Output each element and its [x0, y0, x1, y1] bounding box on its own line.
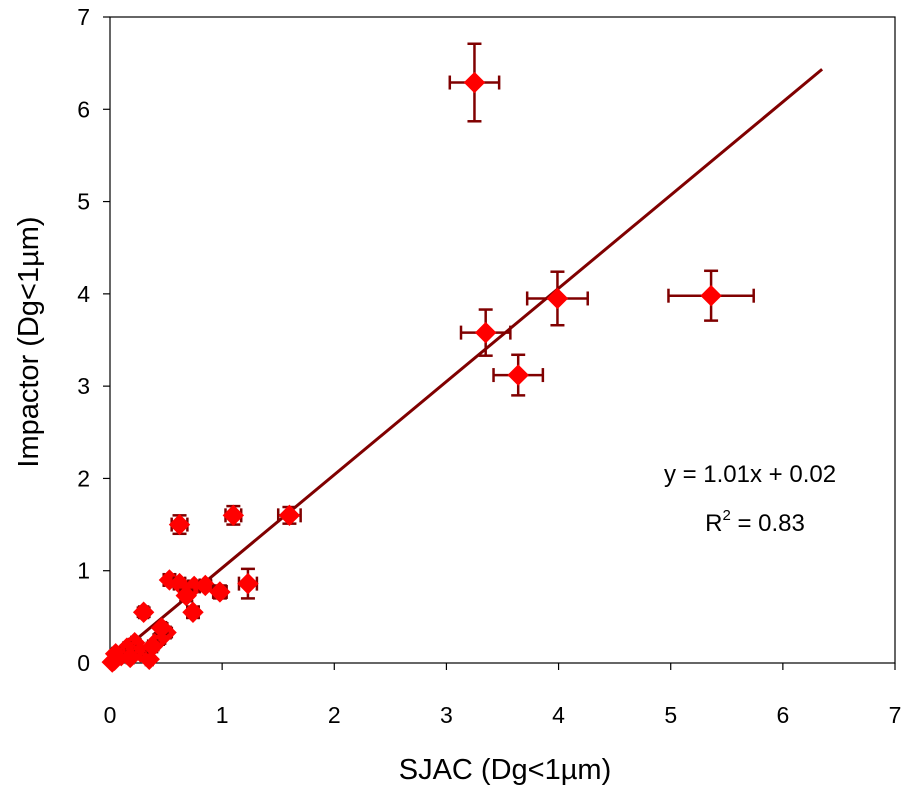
x-tick-label: 4 [552, 702, 565, 728]
y-tick-label: 3 [77, 373, 90, 399]
data-points-layer [101, 42, 755, 673]
data-point-group [132, 601, 155, 623]
x-tick-label: 3 [440, 702, 453, 728]
trendline-equation: y = 1.01x + 0.02 [664, 461, 836, 488]
data-point-marker [101, 651, 123, 673]
x-tick-label: 2 [328, 702, 341, 728]
data-point-group [168, 513, 191, 536]
r-squared-value: = 0.83 [731, 510, 805, 537]
data-point-group [448, 42, 501, 123]
data-point-group [525, 270, 589, 327]
x-tick-label: 5 [664, 702, 677, 728]
data-point-marker [222, 504, 245, 527]
data-point-marker [132, 601, 155, 623]
data-point-group [276, 504, 302, 527]
x-tick-label: 0 [104, 702, 117, 728]
labels-layer: SJAC (Dg<1µm) Impactor (Dg<1µm) y = 1.01… [13, 216, 836, 786]
data-point-marker [278, 504, 301, 527]
data-point-group [209, 581, 231, 603]
data-point-marker [546, 287, 569, 310]
data-point-group [119, 646, 141, 669]
data-point-marker [194, 574, 217, 597]
data-point-marker [119, 646, 141, 669]
y-tick-label: 0 [77, 650, 90, 676]
y-tick-label: 6 [77, 96, 90, 122]
axes: 0 1 2 3 4 5 6 7 0 1 2 3 4 5 6 7 [77, 4, 901, 728]
data-point-marker [237, 572, 259, 595]
data-point-marker [141, 635, 164, 658]
data-point-group [237, 567, 259, 600]
y-tick-label: 7 [77, 4, 90, 30]
r-squared-base: R [705, 510, 722, 537]
r-squared-label: R2 = 0.83 [705, 507, 805, 537]
data-point-marker [700, 284, 722, 307]
data-point-group [667, 269, 755, 322]
data-point-group [101, 651, 123, 673]
data-point-marker [182, 601, 204, 623]
data-point-group [150, 617, 173, 639]
data-point-group [182, 601, 204, 623]
trendline-layer [109, 68, 824, 663]
data-point-group [194, 574, 217, 597]
y-tick-label: 5 [77, 189, 90, 215]
data-point-group [222, 504, 245, 527]
data-point-marker [209, 581, 231, 603]
r-squared-superscript: 2 [722, 507, 730, 524]
data-point-marker [463, 71, 486, 94]
x-tick-label: 7 [889, 702, 902, 728]
x-tick-label: 1 [216, 702, 229, 728]
data-point-marker [507, 364, 529, 386]
data-point-group [492, 353, 545, 397]
y-tick-label: 2 [77, 465, 90, 491]
y-tick-label: 4 [77, 281, 90, 307]
data-point-marker [474, 321, 497, 344]
data-point-group [141, 635, 164, 658]
trendline [109, 68, 824, 663]
y-axis-title: Impactor (Dg<1µm) [13, 216, 45, 467]
x-axis-title: SJAC (Dg<1µm) [399, 754, 612, 786]
data-point-group [459, 308, 512, 357]
y-tick-label: 1 [77, 558, 90, 584]
data-point-marker [168, 513, 191, 536]
x-tick-label: 6 [776, 702, 789, 728]
plot-area-frame [109, 16, 896, 664]
data-point-marker [150, 617, 173, 639]
